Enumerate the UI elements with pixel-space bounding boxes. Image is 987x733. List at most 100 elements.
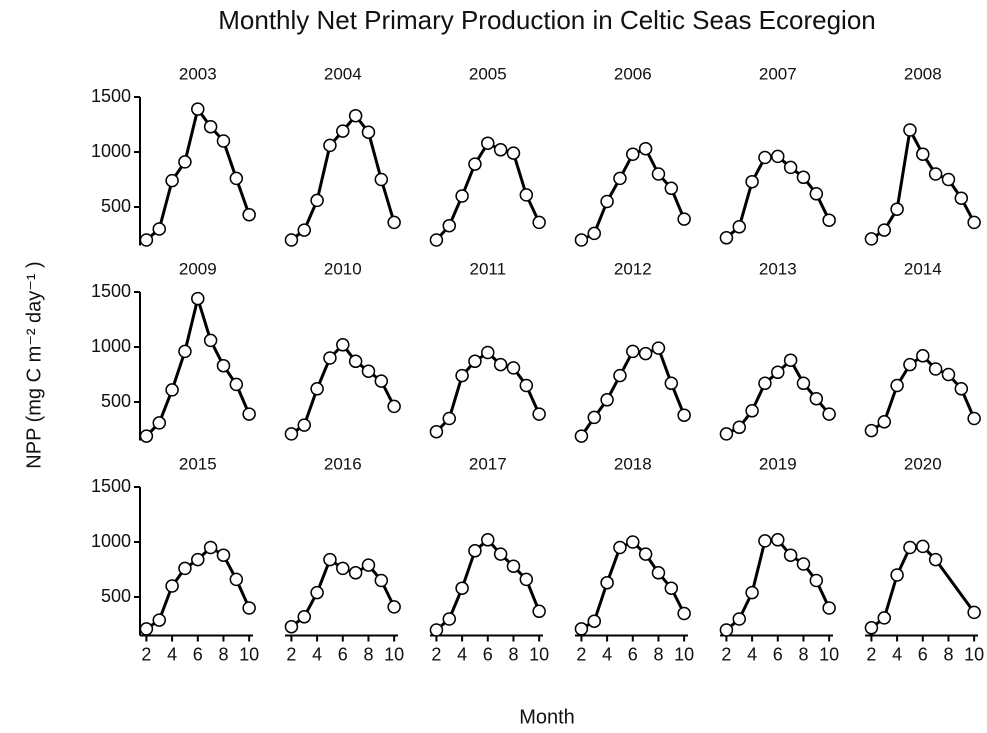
data-point <box>877 611 892 625</box>
data-point <box>493 547 508 561</box>
data-point <box>651 566 666 580</box>
x-tick-label: 6 <box>338 644 348 664</box>
data-point <box>532 407 546 421</box>
panel-title: 2016 <box>324 454 362 473</box>
data-point <box>890 378 904 393</box>
data-point <box>203 119 218 134</box>
y-tick-label: 1000 <box>91 141 131 161</box>
data-point <box>745 404 759 418</box>
y-tick-label: 500 <box>101 196 131 216</box>
data-point <box>203 540 218 555</box>
data-point <box>967 411 981 426</box>
data-point <box>574 429 589 443</box>
data-point <box>519 188 534 202</box>
x-tick-label: 4 <box>747 644 757 664</box>
x-tick-label: 2 <box>721 644 731 664</box>
data-point <box>600 194 614 209</box>
x-tick-label: 6 <box>773 644 783 664</box>
x-tick-label: 4 <box>312 644 322 664</box>
y-tick-label: 500 <box>101 391 131 411</box>
data-point <box>903 540 917 555</box>
data-point <box>242 601 256 615</box>
data-point <box>638 547 653 561</box>
data-point <box>822 601 836 615</box>
data-point <box>677 408 691 422</box>
data-point <box>336 124 350 138</box>
data-point <box>941 172 956 187</box>
panel-title: 2018 <box>614 454 652 473</box>
data-point <box>890 202 904 216</box>
panel-title: 2004 <box>324 64 362 83</box>
data-point <box>587 614 602 628</box>
x-tick-label: 10 <box>964 644 984 664</box>
data-point <box>310 585 324 600</box>
data-point <box>613 540 627 555</box>
data-point <box>928 362 943 376</box>
data-point <box>783 548 798 562</box>
data-point <box>796 376 811 391</box>
data-point <box>229 171 244 186</box>
data-point <box>664 376 679 391</box>
x-tick-label: 4 <box>167 644 177 664</box>
panel-title: 2020 <box>904 454 942 473</box>
data-point <box>481 136 495 150</box>
data-point <box>796 170 811 185</box>
data-point <box>941 367 956 382</box>
data-point <box>638 141 653 156</box>
data-point <box>626 147 640 161</box>
data-point <box>336 561 350 576</box>
data-point <box>152 416 167 430</box>
data-point <box>651 167 666 181</box>
data-point <box>638 346 653 361</box>
data-point <box>203 333 218 348</box>
data-point <box>374 573 389 588</box>
data-point <box>229 377 244 392</box>
data-point <box>323 351 337 365</box>
panel-title: 2014 <box>904 259 942 278</box>
data-point <box>165 173 179 188</box>
panel-title: 2013 <box>759 259 797 278</box>
data-point <box>284 619 299 634</box>
x-tick-label: 2 <box>286 644 296 664</box>
x-tick-label: 6 <box>483 644 493 664</box>
data-point <box>310 193 324 208</box>
x-tick-label: 10 <box>674 644 694 664</box>
data-point <box>719 427 734 441</box>
x-tick-label: 10 <box>239 644 259 664</box>
x-tick-label: 8 <box>798 644 808 664</box>
data-point <box>532 604 546 619</box>
data-point <box>877 415 892 429</box>
panel-title: 2007 <box>759 64 797 83</box>
x-tick-label: 10 <box>384 644 404 664</box>
data-point <box>864 621 879 635</box>
data-point <box>455 189 469 203</box>
x-tick-label: 2 <box>866 644 876 664</box>
x-tick-label: 2 <box>431 644 441 664</box>
data-point <box>574 622 589 636</box>
data-point <box>600 393 614 407</box>
y-tick-label: 1500 <box>91 281 131 301</box>
data-point <box>677 212 691 226</box>
data-point <box>348 566 363 580</box>
data-point <box>758 534 772 548</box>
data-point <box>387 215 401 230</box>
data-point <box>822 407 836 421</box>
data-point <box>191 291 205 306</box>
data-point <box>165 579 179 593</box>
y-tick-label: 1500 <box>91 86 131 106</box>
data-point <box>429 623 444 637</box>
data-point <box>178 155 192 169</box>
x-tick-label: 8 <box>218 644 228 664</box>
x-tick-label: 10 <box>819 644 839 664</box>
data-point <box>809 391 824 406</box>
data-point <box>178 561 192 576</box>
data-point <box>809 573 824 588</box>
data-point <box>297 418 312 432</box>
data-point <box>613 368 627 383</box>
data-point <box>664 181 679 196</box>
data-point <box>651 341 666 355</box>
data-point <box>191 102 205 116</box>
data-point <box>664 581 679 595</box>
x-tick-label: 2 <box>141 644 151 664</box>
